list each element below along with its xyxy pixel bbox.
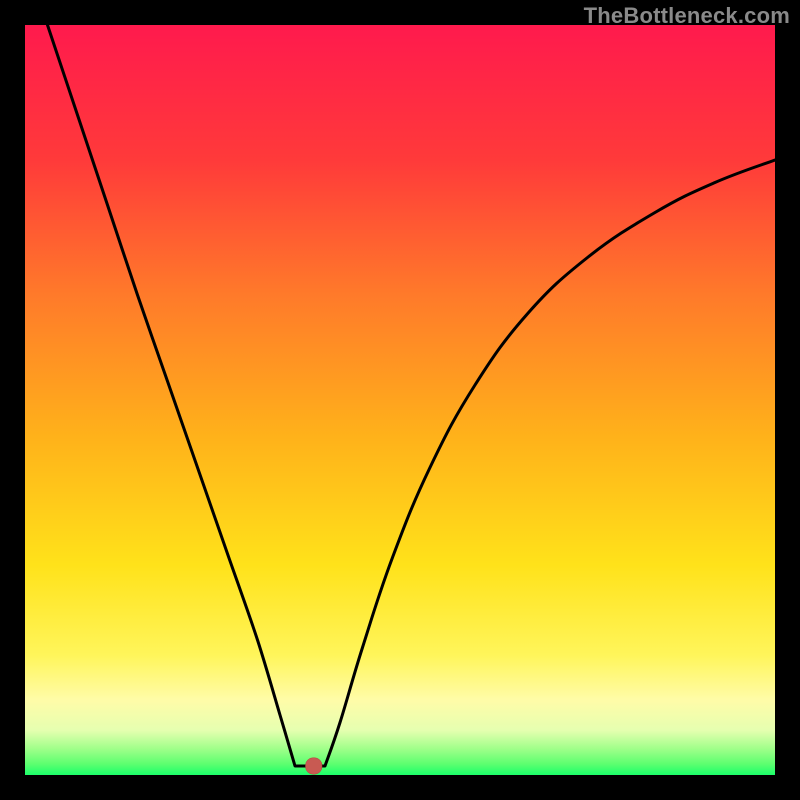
watermark-text: TheBottleneck.com [584,3,790,29]
min-marker [306,758,323,775]
bottleneck-curve [25,25,775,775]
chart-container: TheBottleneck.com [0,0,800,800]
plot-area [25,25,775,775]
